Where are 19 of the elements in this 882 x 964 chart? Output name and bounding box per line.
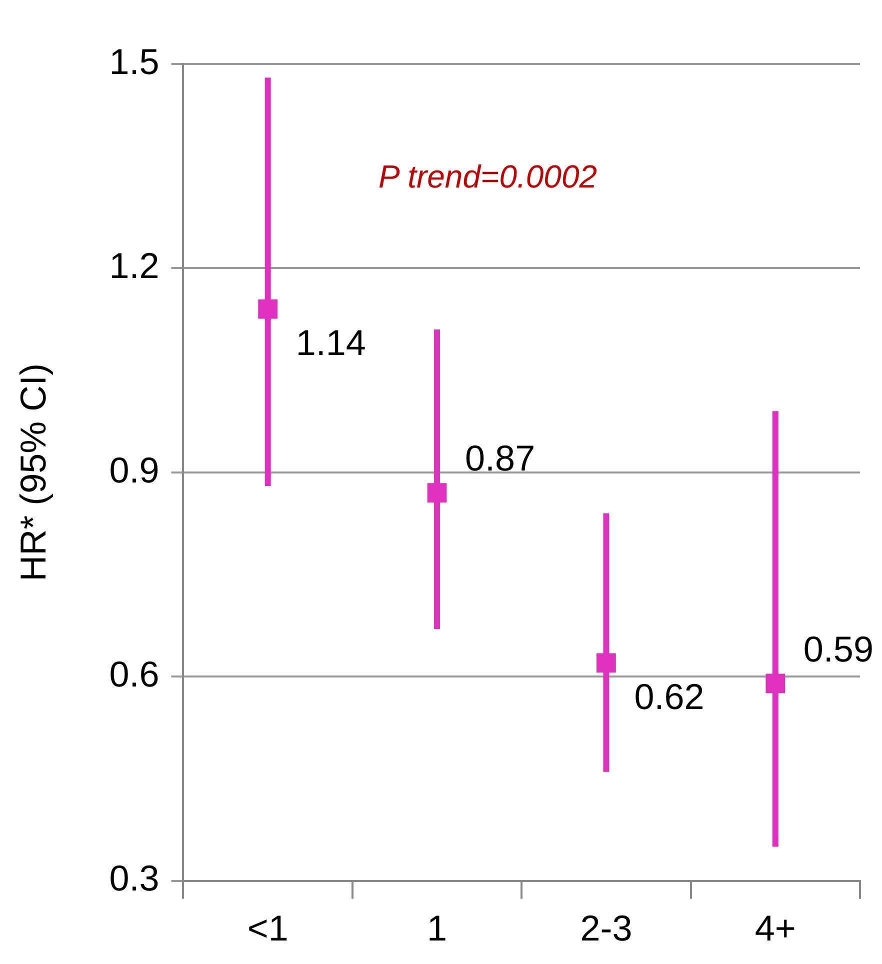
y-axis-title: HR* (95% CI) — [12, 363, 54, 582]
x-tick-label: 2-3 — [580, 907, 632, 948]
x-tick-label: 4+ — [754, 907, 796, 948]
y-tick-label: 0.6 — [109, 654, 160, 695]
point — [766, 674, 786, 694]
y-tick-label: 1.2 — [109, 245, 160, 286]
annotation: P trend=0.0002 — [378, 158, 598, 194]
point — [427, 483, 447, 503]
point — [258, 299, 278, 319]
x-tick-label: 1 — [427, 907, 448, 948]
y-tick-label: 1.5 — [109, 40, 160, 82]
data-label: 1.14 — [296, 322, 366, 363]
x-tick-label: <1 — [247, 907, 288, 948]
point — [596, 653, 616, 673]
y-tick-label: 0.9 — [109, 449, 160, 490]
y-tick-label: 0.3 — [109, 858, 160, 899]
data-label: 0.87 — [465, 438, 536, 479]
data-label: 0.62 — [634, 676, 704, 717]
data-label: 0.59 — [803, 628, 874, 670]
